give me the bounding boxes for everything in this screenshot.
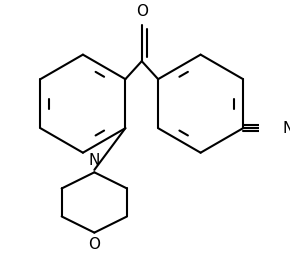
Text: O: O: [88, 237, 100, 252]
Text: N: N: [282, 121, 290, 136]
Text: O: O: [136, 4, 148, 20]
Text: N: N: [89, 153, 100, 168]
